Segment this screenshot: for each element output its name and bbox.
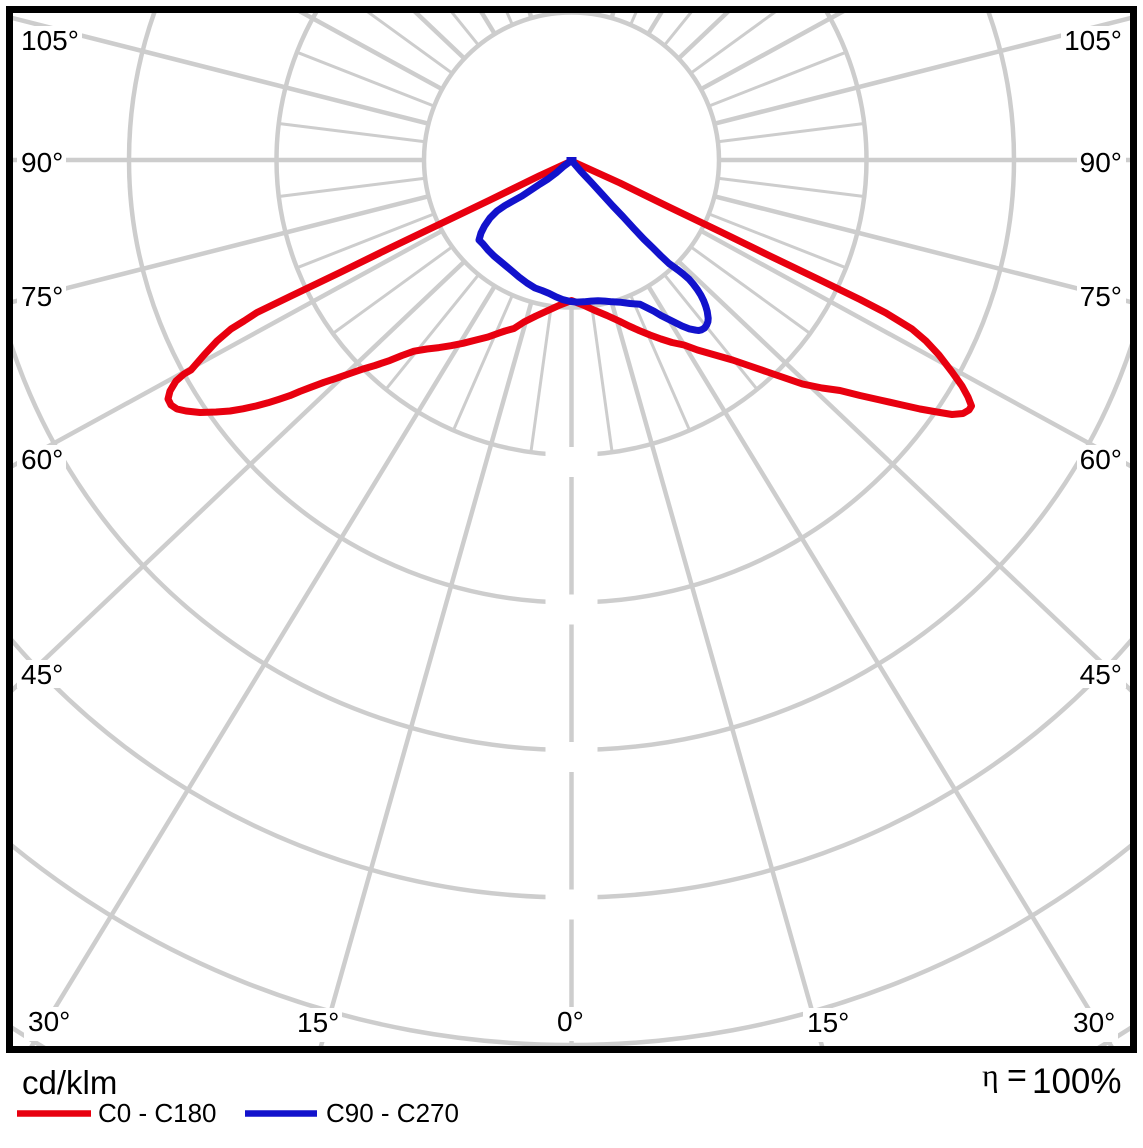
svg-text:30°: 30° bbox=[28, 1006, 70, 1037]
svg-text:0°: 0° bbox=[557, 1006, 584, 1037]
svg-text:=: = bbox=[1007, 1057, 1027, 1095]
svg-text:15°: 15° bbox=[807, 1007, 849, 1038]
svg-text:cd/klm: cd/klm bbox=[22, 1064, 117, 1101]
svg-text:45°: 45° bbox=[1080, 659, 1122, 690]
svg-text:45°: 45° bbox=[21, 659, 63, 690]
svg-text:105°: 105° bbox=[21, 25, 79, 56]
svg-text:30°: 30° bbox=[1073, 1007, 1115, 1038]
svg-text:C0 - C180: C0 - C180 bbox=[98, 1098, 217, 1128]
svg-text:75°: 75° bbox=[1080, 281, 1122, 312]
svg-text:60°: 60° bbox=[21, 444, 63, 475]
svg-text:C90 - C270: C90 - C270 bbox=[326, 1098, 459, 1128]
svg-text:60°: 60° bbox=[1080, 444, 1122, 475]
svg-text:105°: 105° bbox=[1064, 25, 1122, 56]
svg-text:75°: 75° bbox=[21, 281, 63, 312]
svg-text:100%: 100% bbox=[1032, 1062, 1122, 1101]
svg-text:15°: 15° bbox=[297, 1007, 339, 1038]
svg-text:η: η bbox=[982, 1057, 999, 1093]
svg-text:90°: 90° bbox=[21, 147, 63, 178]
svg-text:90°: 90° bbox=[1080, 147, 1122, 178]
